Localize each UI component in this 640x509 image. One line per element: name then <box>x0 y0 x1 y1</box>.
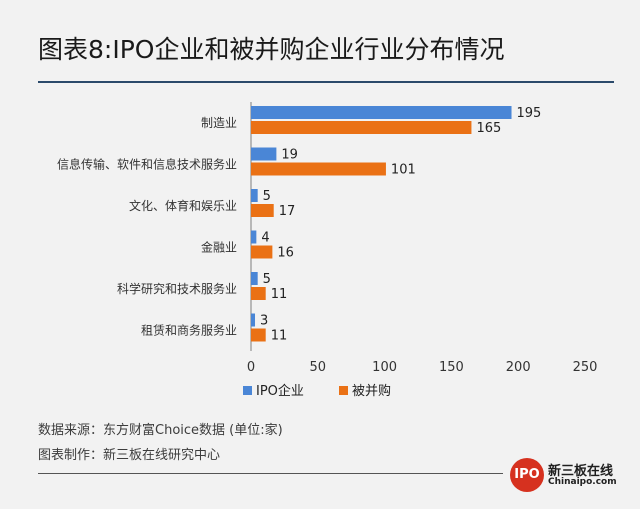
data-label: 19 <box>281 148 298 163</box>
data-source-note: 数据来源：东方财富Choice数据 (单位:家) <box>38 423 283 438</box>
data-label: 4 <box>261 231 269 246</box>
title-divider <box>38 81 614 83</box>
bar-ma <box>251 162 386 176</box>
x-tick-label: 0 <box>247 360 255 375</box>
bar-ma <box>251 287 266 300</box>
bar-chart: 制造业195165信息传输、软件和信息技术服务业19101文化、体育和娱乐业51… <box>57 102 598 399</box>
legend-swatch-ipo <box>243 386 252 395</box>
legend-label: 被并购 <box>352 383 391 399</box>
x-tick-label: 100 <box>372 360 397 375</box>
chart-credit-note: 图表制作：新三板在线研究中心 <box>38 448 221 463</box>
logo-mark: IPO <box>510 458 544 492</box>
category-label: 科学研究和技术服务业 <box>117 281 237 296</box>
x-tick-label: 250 <box>573 360 598 375</box>
legend-label: IPO企业 <box>256 383 304 399</box>
data-label: 101 <box>391 163 416 178</box>
bar-ipo <box>251 230 257 244</box>
data-label: 17 <box>279 204 296 219</box>
chart-title: 图表8:IPO企业和被并购企业行业分布情况 <box>38 35 505 64</box>
bar-ipo <box>251 106 512 119</box>
x-tick-label: 150 <box>439 360 464 375</box>
x-tick-label: 50 <box>310 360 327 375</box>
data-label: 5 <box>263 272 271 287</box>
bar-ipo <box>251 189 258 202</box>
category-label: 信息传输、软件和信息技术服务业 <box>57 156 237 171</box>
footer-divider <box>38 473 503 474</box>
logo-name: 新三板在线 <box>548 464 614 479</box>
x-tick-label: 200 <box>506 360 531 375</box>
data-label: 5 <box>263 189 271 204</box>
bar-ma <box>251 328 266 342</box>
category-label: 租赁和商务服务业 <box>141 322 237 337</box>
bar-ipo <box>251 313 256 327</box>
data-label: 16 <box>277 246 294 261</box>
brand-logo: IPO 新三板在线 Chinaipo.com <box>510 456 620 496</box>
data-label: 195 <box>517 106 542 121</box>
category-label: 文化、体育和娱乐业 <box>129 198 237 213</box>
bar-ipo <box>251 272 258 285</box>
bar-ma <box>251 121 472 134</box>
logo-url: Chinaipo.com <box>548 477 617 487</box>
category-label: 制造业 <box>201 116 237 130</box>
bar-ma <box>251 245 273 259</box>
bar-ipo <box>251 147 277 161</box>
category-label: 金融业 <box>201 239 237 254</box>
bar-ma <box>251 204 274 217</box>
legend-swatch-ma <box>339 386 348 395</box>
data-label: 11 <box>271 287 288 302</box>
data-label: 3 <box>260 314 268 329</box>
data-label: 11 <box>271 329 288 344</box>
data-label: 165 <box>476 121 501 136</box>
